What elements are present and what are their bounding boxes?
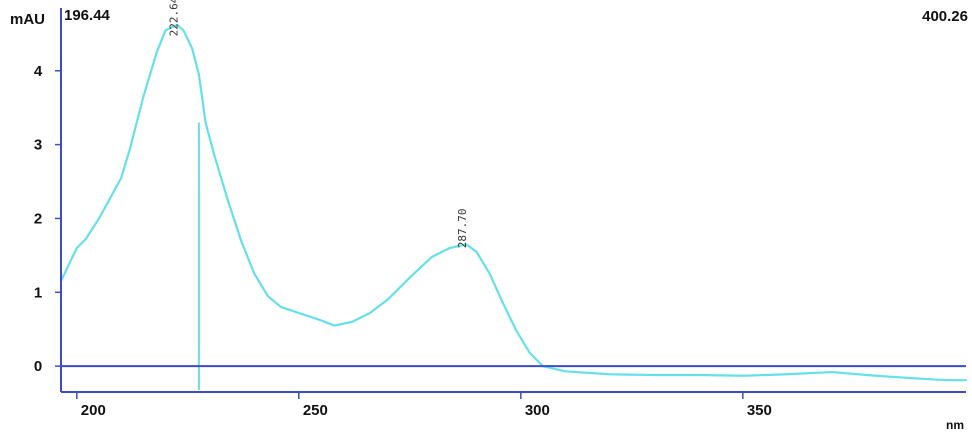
x-axis-unit: nm	[946, 418, 964, 432]
peak-label: 222.64	[167, 0, 180, 36]
x-tick-label: 250	[303, 402, 328, 419]
y-tick-label: 1	[34, 284, 42, 301]
x-tick-label: 300	[525, 402, 550, 419]
range-start-label: 196.44	[64, 7, 111, 24]
x-tick-label: 350	[747, 402, 772, 419]
y-tick-label: 4	[34, 63, 43, 80]
range-end-label: 400.26	[922, 8, 968, 25]
y-tick-label: 0	[34, 358, 42, 375]
y-tick-label: 2	[34, 210, 42, 227]
x-tick-label: 200	[81, 402, 106, 419]
y-tick-label: 3	[34, 137, 42, 154]
peak-label: 287.70	[456, 208, 469, 248]
spectrum-line	[59, 23, 968, 382]
y-axis-unit: mAU	[10, 11, 45, 28]
